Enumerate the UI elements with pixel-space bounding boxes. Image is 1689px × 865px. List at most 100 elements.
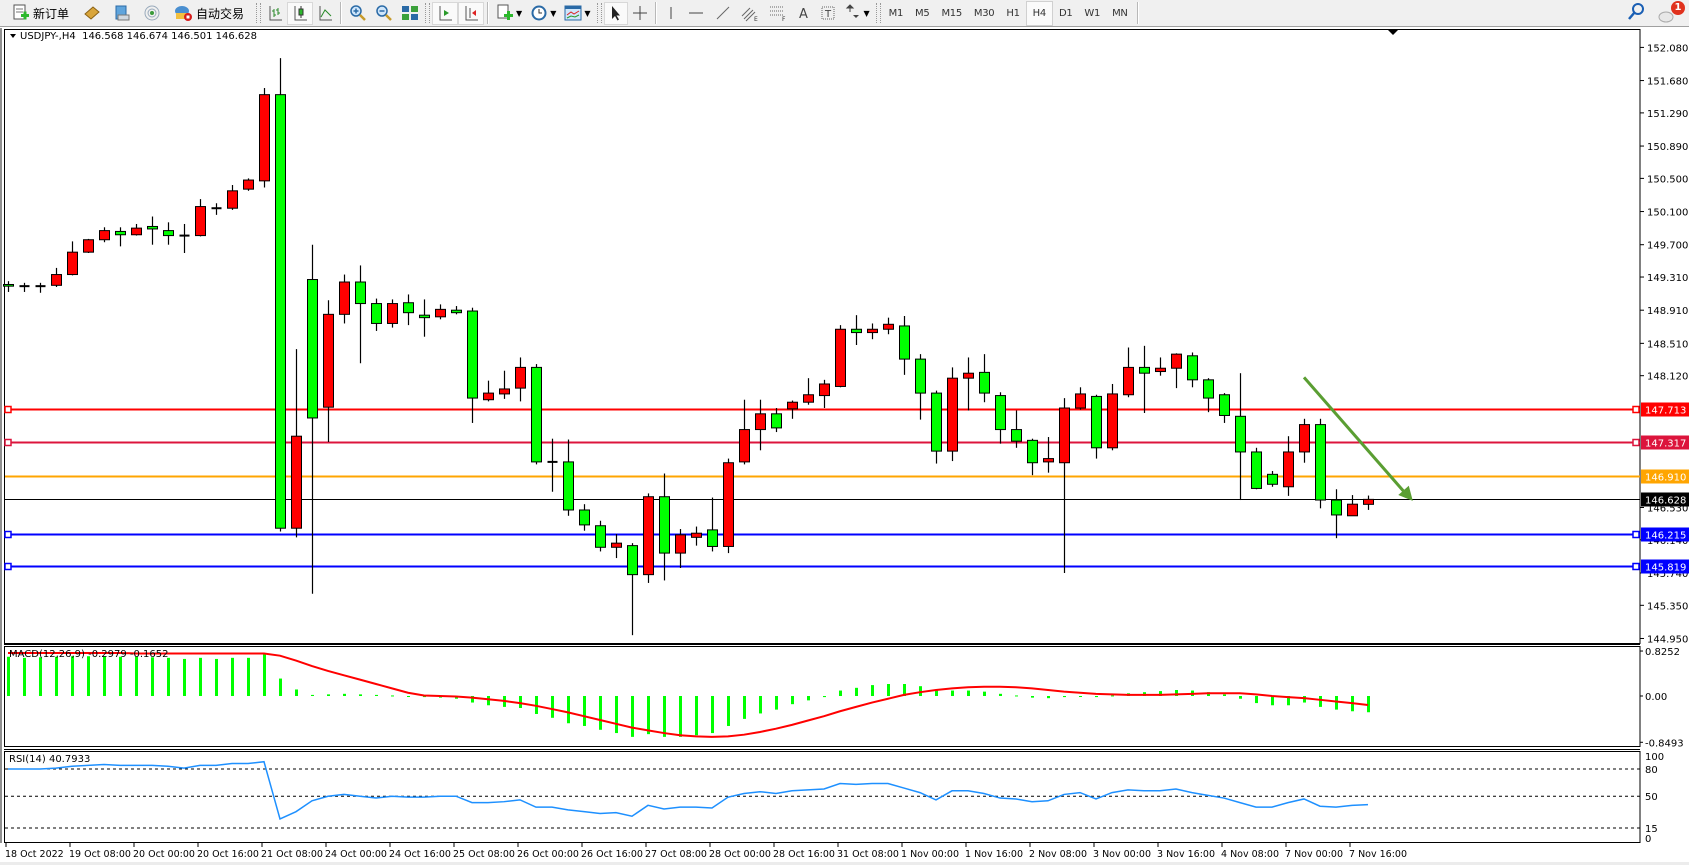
candle-body: [1011, 429, 1022, 442]
macd-axis-label: -0.8493: [1645, 738, 1684, 749]
line-anchor-handle[interactable]: [4, 562, 12, 571]
arrows-button[interactable]: ▼: [840, 2, 874, 25]
candle: [771, 408, 782, 433]
cursor-tool-button[interactable]: [603, 1, 628, 25]
candle: [787, 400, 798, 419]
autotrading-button[interactable]: 自动交易: [169, 2, 248, 25]
candlestick-chart-button[interactable]: [287, 1, 314, 25]
timeframe-h4[interactable]: H4: [1025, 0, 1053, 26]
line-anchor-handle[interactable]: [4, 530, 12, 539]
line-anchor-handle[interactable]: [1632, 562, 1640, 571]
time-axis-label: 28 Oct 00:00: [709, 849, 771, 860]
line-anchor-handle[interactable]: [1632, 530, 1640, 539]
crosshair-tool-button[interactable]: [628, 2, 652, 25]
candle: [1027, 438, 1038, 476]
toolbar-grip[interactable]: [425, 3, 431, 23]
macd-histogram-bar: [87, 656, 90, 696]
indicators-button[interactable]: ▼: [492, 2, 526, 25]
line-anchor-handle[interactable]: [4, 438, 12, 447]
arrow-head-icon[interactable]: [1398, 485, 1413, 501]
timeframe-h1[interactable]: H1: [1006, 7, 1020, 19]
candle-body: [1203, 379, 1214, 399]
timeframe-m1[interactable]: M1: [888, 7, 904, 19]
chart-shift-button[interactable]: [458, 1, 485, 25]
market-watch-button[interactable]: [109, 2, 135, 25]
chart-autoscroll-button[interactable]: [432, 1, 459, 25]
candle-body: [1059, 407, 1070, 464]
trendline-button[interactable]: [710, 2, 736, 25]
timeframe-m15[interactable]: M15: [941, 7, 962, 19]
clock-icon: [531, 5, 547, 21]
svg-text:T: T: [824, 9, 832, 20]
macd-histogram-bar: [247, 657, 250, 696]
notification-badge: 1: [1671, 1, 1685, 15]
candle: [803, 378, 814, 405]
text-tool-button[interactable]: A: [792, 2, 816, 25]
toolbar-grip[interactable]: [256, 3, 262, 23]
candle: [291, 349, 302, 538]
templates-button[interactable]: ▼: [560, 2, 594, 25]
symbol-menu-triangle-icon[interactable]: [10, 34, 16, 38]
candle-body: [403, 302, 414, 314]
timeframe-m30[interactable]: M30: [973, 7, 995, 19]
toolbar-separator: [487, 2, 490, 24]
macd-histogram-bar: [391, 695, 394, 697]
line-anchor-handle[interactable]: [4, 405, 12, 414]
line-anchor-handle[interactable]: [1632, 405, 1640, 414]
candle: [963, 357, 974, 411]
macd-histogram-bar: [167, 657, 170, 696]
candle: [819, 379, 830, 409]
rsi-line: [8, 760, 1369, 820]
new-order-icon: [13, 4, 29, 20]
text-label-button[interactable]: T: [816, 2, 840, 25]
candle: [67, 241, 78, 276]
candle-body: [163, 230, 174, 237]
timeframe-m5[interactable]: M5: [915, 7, 930, 19]
macd-histogram-bar: [151, 657, 154, 696]
candle: [979, 354, 990, 403]
horizontal-line-icon: [688, 12, 703, 14]
toolbar-grip[interactable]: [596, 3, 602, 23]
line-anchor-handle[interactable]: [1632, 438, 1640, 447]
search-button[interactable]: [1627, 2, 1645, 26]
trend-arrow-line[interactable]: [1302, 376, 1408, 496]
trend-arrow[interactable]: [1302, 376, 1413, 501]
timeframe-mn[interactable]: MN: [1112, 7, 1128, 19]
signals-button[interactable]: [139, 2, 165, 25]
chart-background: [0, 27, 1689, 865]
dropdown-arrow-icon[interactable]: ▼: [550, 8, 557, 18]
candle-body: [851, 328, 862, 334]
macd-histogram-bar: [855, 687, 858, 696]
fibonacci-button[interactable]: F: [764, 2, 792, 25]
zoom-in-button[interactable]: [345, 2, 371, 25]
rsi-axis-label: 100: [1645, 752, 1664, 763]
candle-body: [1283, 451, 1294, 488]
vertical-line-button[interactable]: [660, 2, 682, 25]
dropdown-arrow-icon[interactable]: ▼: [516, 8, 523, 18]
candle: [515, 357, 526, 402]
line-chart-button[interactable]: [313, 2, 337, 25]
messages-button[interactable]: 1: [1657, 1, 1685, 25]
signal-icon: [144, 5, 160, 21]
timeframe-w1[interactable]: W1: [1084, 7, 1101, 19]
dropdown-arrow-icon[interactable]: ▼: [584, 8, 591, 18]
macd-axis-label: 0.8252: [1645, 647, 1680, 658]
timeframe-d1[interactable]: D1: [1058, 7, 1073, 19]
candle-body: [387, 303, 398, 324]
dropdown-arrow-icon[interactable]: ▼: [863, 8, 870, 18]
horizontal-line-button[interactable]: [682, 2, 710, 25]
chart-shift-marker-icon[interactable]: [1388, 30, 1398, 35]
candle-body: [1091, 395, 1102, 449]
equidistant-channel-button[interactable]: E: [736, 2, 764, 25]
bar-chart-button[interactable]: [263, 2, 287, 25]
fibonacci-icon: F: [769, 6, 786, 22]
time-axis-label: 2 Nov 08:00: [1029, 849, 1087, 860]
metaeditor-button[interactable]: [79, 2, 105, 25]
periods-button[interactable]: ▼: [526, 2, 560, 25]
new-order-button[interactable]: 新订单: [8, 2, 73, 25]
zoom-out-button[interactable]: [371, 2, 397, 25]
cursor-icon: [611, 6, 620, 21]
tile-windows-button[interactable]: [397, 2, 423, 25]
toolbar-grip[interactable]: [875, 3, 881, 23]
